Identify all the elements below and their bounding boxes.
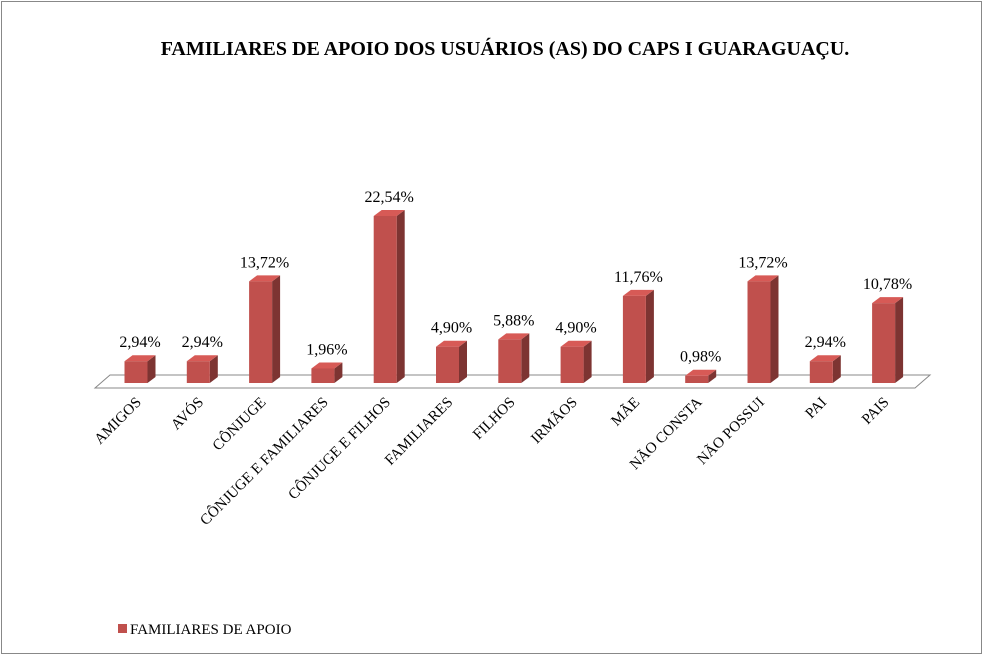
bar [373,216,397,383]
bar [498,339,522,383]
bar [685,375,709,383]
bar-top [747,275,779,282]
bar-top [809,355,841,362]
bar-side [396,210,405,383]
value-label: 4,90% [431,320,472,337]
bar-side [708,369,717,383]
value-label: 4,90% [555,320,596,337]
bar-side [209,355,218,383]
bar-top [436,340,467,347]
value-label: 10,78% [863,276,912,293]
value-label: 13,72% [738,254,787,271]
legend-label: FAMILIARES DE APOIO [130,622,292,638]
value-label: 2,94% [182,334,223,351]
chart-title: FAMILIARES DE APOIO DOS USUÁRIOS (AS) DO… [160,38,850,60]
bar [560,346,584,383]
bar-side [770,275,779,383]
bar-side [334,362,343,383]
bar-side [521,333,530,383]
bar-top [872,297,904,304]
bar-top [124,355,156,362]
bar-top [685,369,717,376]
bar-side [645,289,654,383]
bar [747,281,771,383]
value-label: 5,88% [493,312,534,329]
bar [809,361,833,383]
bar-side [583,340,592,383]
value-label: 2,94% [805,334,846,351]
legend-swatch [118,624,127,633]
bar-top [311,362,343,369]
bar-top [186,355,218,362]
value-label: 22,54% [365,189,414,206]
value-label: 2,94% [119,334,160,351]
bar-top [560,340,592,347]
bar [249,281,273,383]
bar-top [498,333,530,340]
bar [622,295,646,383]
bar-side [272,275,281,383]
bar-top [373,210,405,216]
value-label: 1,96% [306,341,347,358]
bar-top [622,289,654,296]
value-label: 13,72% [240,254,289,271]
value-label: 0,98% [680,349,721,366]
bar [124,361,148,383]
bar-side [895,297,904,383]
bar [311,368,335,383]
bar [436,346,459,383]
bar-side [459,340,467,383]
bar-side [147,355,156,383]
bar [872,303,896,383]
bar [186,361,210,383]
value-label: 11,76% [614,269,663,286]
bar-top [249,275,281,282]
bar-side [832,355,841,383]
